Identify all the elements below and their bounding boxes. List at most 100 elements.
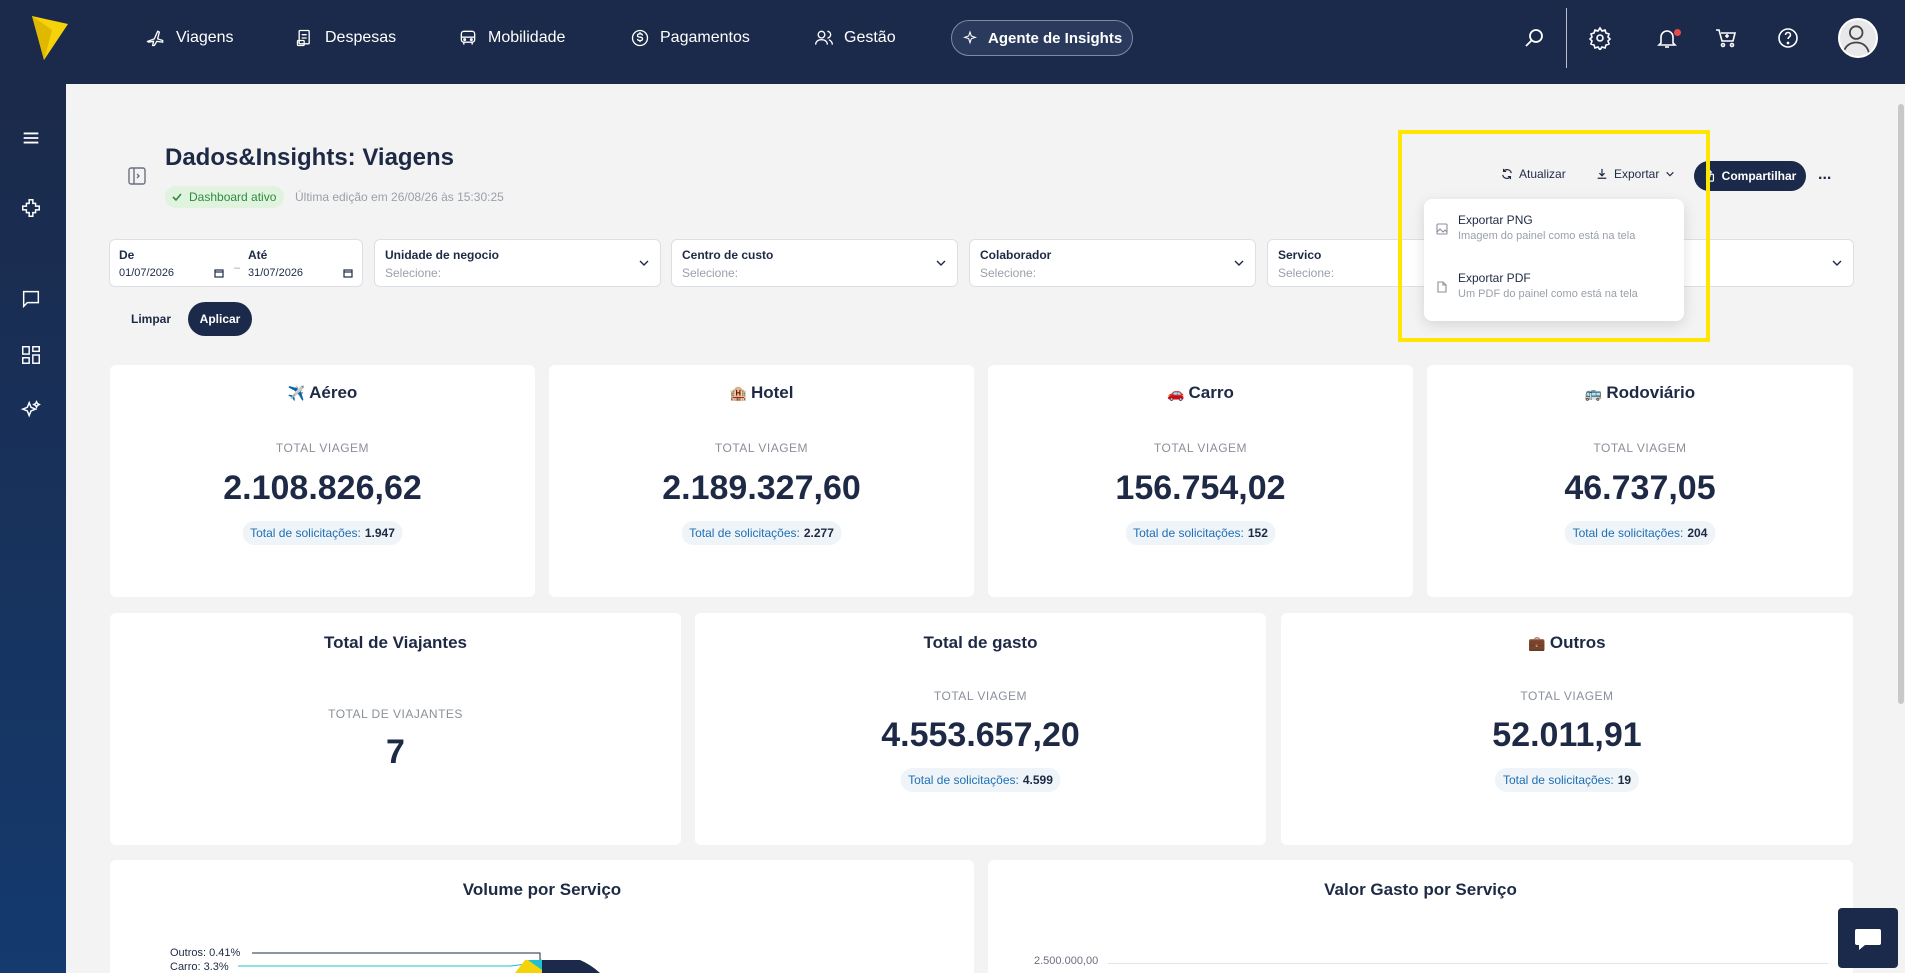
card-rodoviario-value: 46.737,05: [1564, 469, 1716, 507]
collaborator-filter-placeholder: Selecione:: [980, 266, 1037, 280]
nav-pagamentos[interactable]: Pagamentos: [630, 24, 750, 52]
card-aereo-title-wrap: ✈️ Aéreo: [110, 383, 535, 403]
nav-agente-insights[interactable]: Agente de Insights: [951, 20, 1134, 56]
card-rodoviario-sub: TOTAL VIAGEM: [1593, 441, 1687, 455]
calendar-icon[interactable]: [214, 268, 224, 278]
export-png-item[interactable]: Exportar PNG Imagem do painel como está …: [1436, 207, 1676, 253]
export-label: Exportar: [1614, 167, 1660, 181]
card-carro-pill: Total de solicitações: 152: [1125, 521, 1276, 545]
plane-icon: ✈️: [287, 386, 306, 402]
card-viajantes-value: 7: [386, 733, 405, 771]
cart-icon[interactable]: [1714, 26, 1738, 50]
unit-filter-placeholder: Selecione:: [385, 266, 442, 280]
top-navbar: Viagens Despesas Mobilidade Pagamentos G…: [0, 0, 1905, 84]
bell-icon[interactable]: [1655, 26, 1679, 50]
users-icon: [815, 30, 833, 45]
card-gasto-title: Total de gasto: [923, 633, 1038, 652]
to-date-input[interactable]: 31/07/2026: [248, 267, 304, 279]
card-hotel-pill: Total de solicitações: 2.277: [681, 521, 842, 545]
cost-center-filter-label: Centro de custo: [682, 248, 774, 262]
pill-label: Total de solicitações:: [689, 526, 800, 540]
card-outros-title: Outros: [1549, 633, 1606, 652]
message-icon: [1855, 929, 1881, 950]
export-pdf-title: Exportar PDF: [1458, 271, 1531, 285]
export-pdf-item[interactable]: Exportar PDF Um PDF do painel como está …: [1436, 265, 1676, 311]
menu-icon[interactable]: [20, 127, 42, 149]
notification-dot: [1674, 29, 1681, 36]
y-tick-top: 2.500.000,00: [1034, 955, 1099, 967]
last-edit-text: Última edição em 26/08/26 às 15:30:25: [295, 190, 504, 204]
chevron-down-icon: [1832, 260, 1842, 266]
chart-valor-title: Valor Gasto por Serviço: [1324, 880, 1517, 899]
search-icon[interactable]: [1523, 26, 1547, 50]
pill-label: Total de solicitações:: [1572, 526, 1684, 540]
pie-slice-main: [542, 960, 600, 973]
card-aereo-sub: TOTAL VIAGEM: [275, 441, 370, 455]
date-separator: –: [234, 262, 241, 274]
insights-icon[interactable]: [20, 399, 42, 421]
chart-valor-card: Valor Gasto por Serviço 2.500.000,00: [988, 860, 1853, 973]
refresh-button[interactable]: Atualizar: [1501, 167, 1566, 181]
card-carro: 🚗 Carro TOTAL VIAGEM 156.754,02 Total de …: [988, 365, 1413, 597]
service-filter[interactable]: Servico Selecione:: [1267, 239, 1453, 287]
card-rodoviario-title: Rodoviário: [1606, 383, 1696, 402]
brand-logo[interactable]: [32, 16, 68, 60]
more-options-button[interactable]: ...: [1818, 166, 1832, 183]
chevron-down-icon: [1666, 171, 1675, 177]
nav-despesas[interactable]: Despesas: [295, 24, 396, 52]
card-outros-sub: TOTAL VIAGEM: [1520, 689, 1614, 703]
chat-icon[interactable]: [20, 288, 42, 310]
pill-label: Total de solicitações:: [1133, 526, 1244, 540]
receipt-icon: [296, 29, 310, 47]
pill-value: 19: [1617, 773, 1632, 787]
nav-agente-label: Agente de Insights: [988, 29, 1123, 47]
pill-value: 2.277: [803, 526, 834, 540]
card-viajantes-sub: TOTAL DE VIAJANTES: [328, 707, 463, 721]
user-avatar[interactable]: [1838, 18, 1878, 58]
calendar-icon[interactable]: [343, 268, 353, 278]
highlight-box: [1398, 130, 1710, 342]
card-rodoviario-title-wrap: 🚌 Rodoviário: [1427, 383, 1853, 403]
nav-mobilidade[interactable]: Mobilidade: [458, 24, 565, 52]
to-label: Até: [248, 248, 268, 262]
leader-line-outros: [252, 952, 541, 960]
card-gasto: Total de gasto TOTAL VIAGEM 4.553.657,20…: [695, 613, 1266, 845]
collaborator-filter[interactable]: Colaborador Selecione:: [969, 239, 1256, 287]
cost-center-filter[interactable]: Centro de custo Selecione:: [671, 239, 958, 287]
car-icon: [460, 30, 476, 45]
briefcase-icon: 💼: [1528, 636, 1546, 652]
card-carro-value: 156.754,02: [1115, 469, 1286, 507]
panel-toggle-icon[interactable]: [127, 166, 147, 186]
share-button[interactable]: Compartilhar: [1694, 161, 1806, 191]
pill-value: 204: [1687, 526, 1708, 540]
dashboard-icon[interactable]: [20, 344, 42, 366]
service-filter-label: Servico: [1278, 248, 1322, 262]
card-hotel-sub: TOTAL VIAGEM: [714, 441, 809, 455]
sparkle-icon: [962, 30, 978, 45]
nav-viagens[interactable]: Viagens: [146, 24, 234, 52]
apply-button[interactable]: Aplicar: [188, 302, 252, 336]
card-hotel-title: Hotel: [750, 383, 794, 402]
unit-filter[interactable]: Unidade de negocio Selecione:: [374, 239, 661, 287]
card-outros: 💼 Outros TOTAL VIAGEM 52.011,91 Total de …: [1281, 613, 1853, 845]
chat-widget-button[interactable]: [1838, 908, 1898, 968]
chevron-down-icon: [1234, 260, 1244, 266]
card-gasto-value: 4.553.657,20: [881, 716, 1080, 754]
clear-button[interactable]: Limpar: [131, 312, 172, 326]
nav-gestao[interactable]: Gestão: [814, 24, 896, 52]
from-label: De: [119, 248, 135, 262]
export-button[interactable]: Exportar: [1596, 167, 1675, 181]
gear-icon[interactable]: [1588, 26, 1612, 50]
card-aereo: ✈️ Aéreo TOTAL VIAGEM 2.108.826,62 Total …: [110, 365, 535, 597]
card-carro-sub: TOTAL VIAGEM: [1153, 441, 1248, 455]
scrollbar-thumb[interactable]: [1898, 104, 1904, 704]
nav-gestao-label: Gestão: [844, 29, 896, 46]
chevron-down-icon: [639, 260, 649, 266]
label-outros: Outros: 0.41%: [170, 947, 241, 959]
nav-viagens-label: Viagens: [176, 29, 234, 46]
export-dropdown-menu: Exportar PNG Imagem do painel como está …: [1424, 199, 1684, 321]
nav-despesas-label: Despesas: [325, 29, 397, 46]
from-date-input[interactable]: 01/07/2026: [119, 267, 175, 279]
puzzle-icon[interactable]: [20, 197, 42, 219]
help-icon[interactable]: [1776, 26, 1800, 50]
